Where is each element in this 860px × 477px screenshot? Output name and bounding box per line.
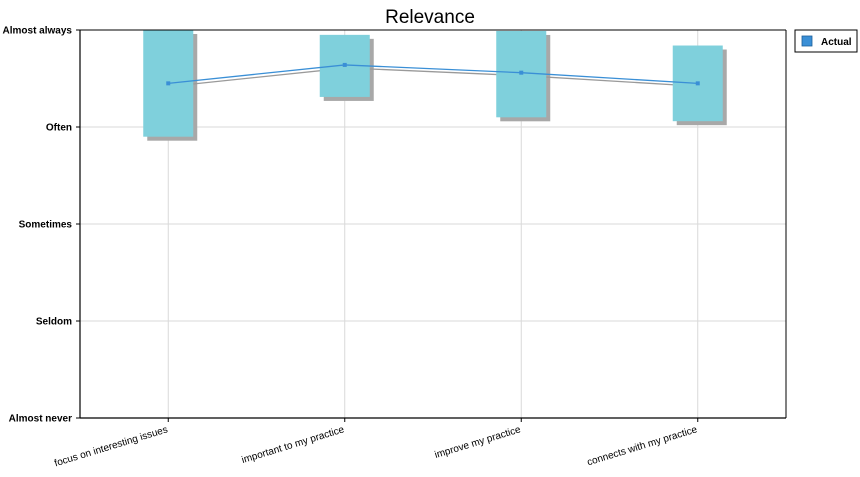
x-tick-label: improve my practice [433, 424, 522, 461]
box-layer [143, 30, 723, 137]
mean-point [342, 62, 347, 67]
mean-point [519, 70, 524, 75]
legend: Actual [794, 29, 858, 53]
mean-line [168, 64, 698, 84]
mean-point [166, 81, 171, 86]
mean-line-shadow [170, 67, 700, 87]
shadow-layer [147, 34, 727, 141]
legend-label-actual: Actual [821, 37, 852, 48]
y-tick-label: Almost never [9, 414, 72, 425]
y-tick-label: Sometimes [19, 220, 73, 231]
x-tick-label: connects with my practice [586, 424, 699, 468]
y-tick-label: Often [46, 123, 72, 134]
legend-frame [794, 29, 858, 53]
chart-title: Relevance [385, 7, 475, 28]
x-tick-label: focus on interesting issues [53, 424, 169, 469]
axis-layer [76, 29, 787, 422]
mean-point [695, 81, 700, 86]
y-tick-label: Almost always [3, 26, 73, 37]
line-layer [166, 62, 700, 86]
legend-swatch [801, 35, 813, 47]
x-tick-label: important to my practice [240, 424, 346, 466]
y-tick-label: Seldom [36, 317, 72, 328]
